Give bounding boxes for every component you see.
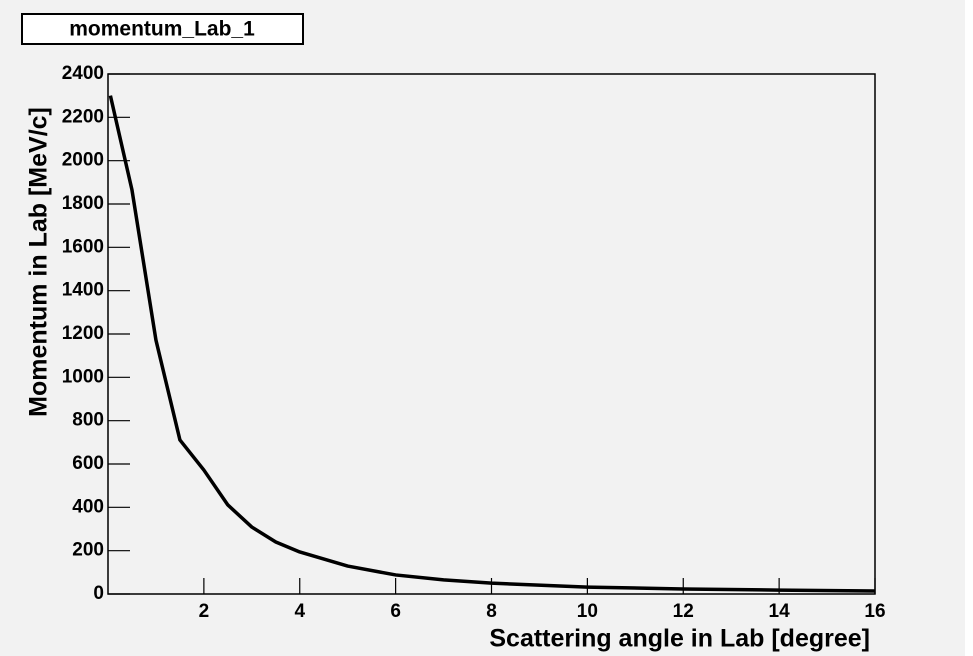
y-tick-label: 2200 (62, 106, 104, 127)
y-tick-label: 600 (72, 453, 104, 474)
y-tick-label: 1200 (62, 323, 104, 344)
y-tick-label: 800 (72, 410, 104, 431)
y-axis-title: Momentum in Lab [MeV/c] (25, 107, 53, 417)
y-tick-label: 1400 (62, 280, 104, 301)
x-tick-label: 14 (769, 601, 791, 622)
y-tick-label: 0 (93, 583, 104, 604)
x-tick-label: 10 (577, 601, 598, 622)
y-tick-label: 400 (72, 496, 104, 517)
y-tick-label: 200 (72, 540, 104, 561)
x-tick-label: 2 (199, 601, 210, 622)
y-tick-label: 1000 (62, 366, 104, 387)
y-tick-label: 1800 (62, 193, 104, 214)
data-line (108, 95, 876, 593)
chart-title: momentum_Lab_1 (69, 18, 255, 41)
x-tick-label: 8 (486, 601, 497, 622)
x-axis-title: Scattering angle in Lab [degree] (489, 625, 870, 653)
title-box (21, 13, 304, 45)
y-tick-label: 2000 (62, 150, 104, 171)
x-tick-label: 4 (294, 601, 305, 622)
x-tick-label: 12 (673, 601, 694, 622)
y-tick-label: 2400 (62, 63, 104, 84)
y-tick-label: 1600 (62, 236, 104, 257)
x-tick-label: 16 (864, 601, 885, 622)
x-tick-label: 6 (390, 601, 401, 622)
